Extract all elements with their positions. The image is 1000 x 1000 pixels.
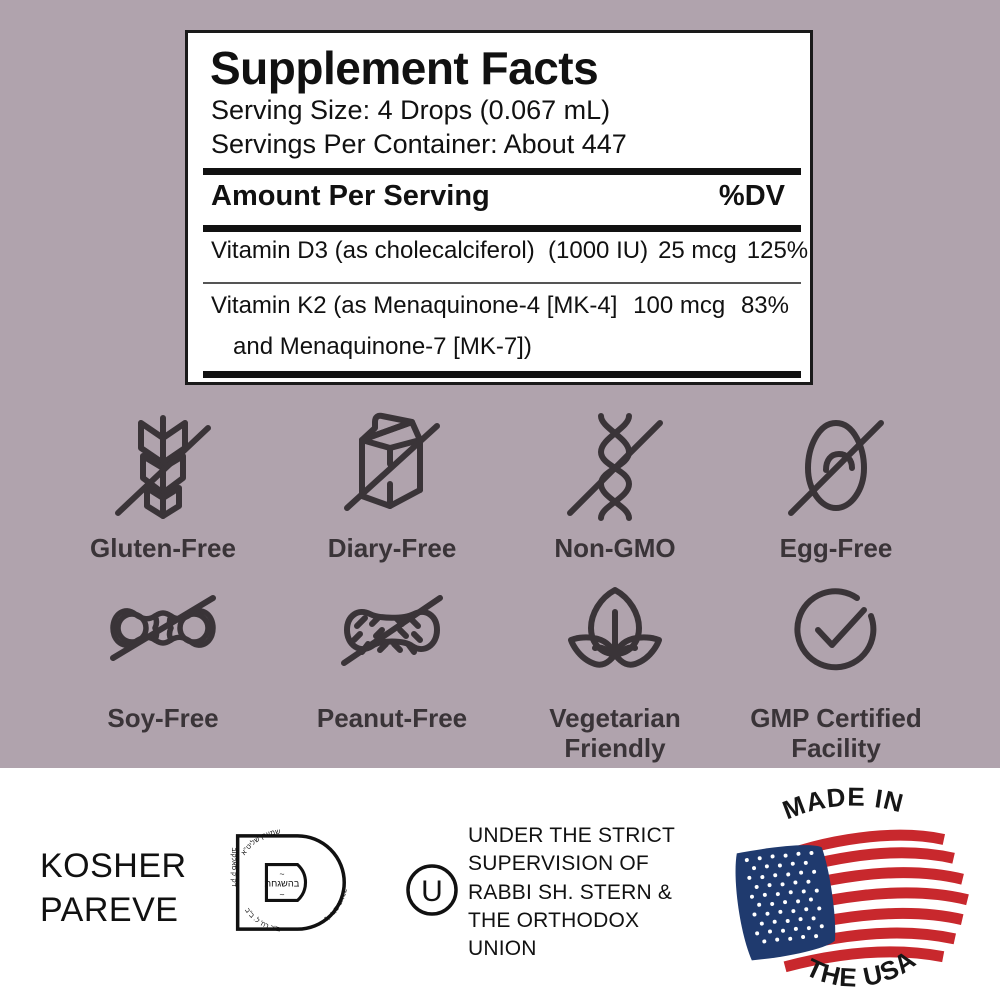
svg-text:שמערן שליט"א: שמערן שליט"א [240, 829, 280, 857]
svg-text:MADE IN: MADE IN [778, 782, 907, 826]
svg-text:בהשגחת: בהשגחת [265, 878, 300, 888]
svg-text:דק"ק סאלקוב: דק"ק סאלקוב [230, 848, 238, 887]
svg-text:U: U [421, 875, 443, 908]
svg-text:נ'י ר'ב האבד: נ'י ר'ב האבד [322, 888, 347, 922]
svg-text:~: ~ [280, 869, 285, 879]
svg-text:~: ~ [280, 889, 285, 899]
